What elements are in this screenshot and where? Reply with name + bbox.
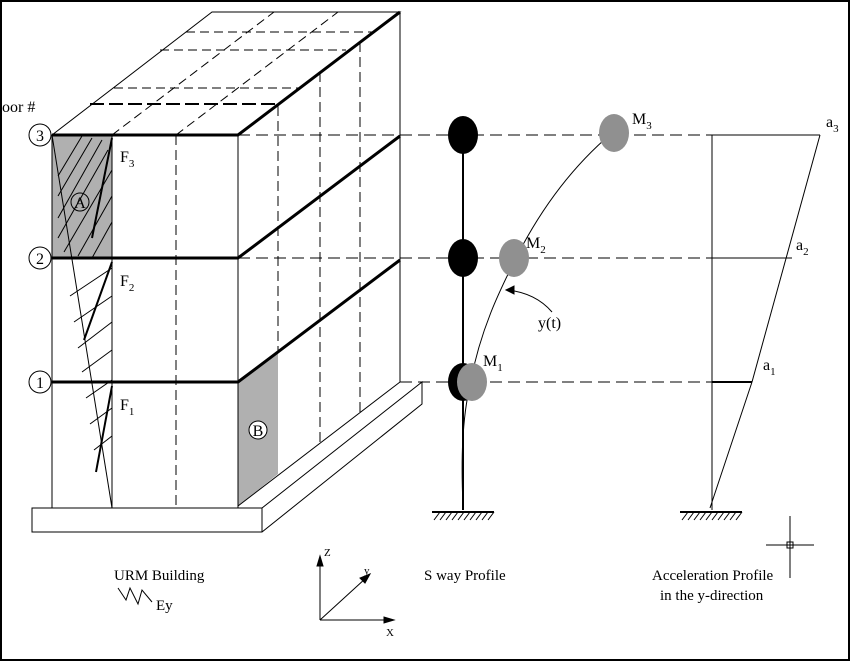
- sway-label: y(t): [538, 315, 561, 332]
- axis-label-z: Z: [324, 547, 331, 559]
- caption-sway-profile: S way Profile: [424, 568, 506, 584]
- urm-building: [31, 10, 423, 533]
- floor-number-2: 2: [36, 251, 44, 268]
- masses: [448, 114, 629, 401]
- mass-label-1: M1: [483, 353, 503, 374]
- caption-accel-line2: in the y-direction: [660, 588, 764, 604]
- wall-label-b: B: [253, 423, 264, 440]
- axis-label-x: X: [386, 627, 394, 639]
- force-label-2: F2: [120, 273, 134, 294]
- axis-label-y: y: [364, 565, 370, 577]
- sway-profile: [432, 130, 613, 521]
- roof: [50, 11, 402, 136]
- caption-excitation: Ey: [156, 598, 173, 614]
- floor-number-1: 1: [36, 375, 44, 392]
- mass-label-3: M3: [632, 111, 652, 132]
- acceleration-profile: [680, 134, 821, 578]
- wall-label-a: A: [74, 195, 86, 212]
- caption-urm-building: URM Building: [114, 568, 205, 584]
- accel-label-1: a1: [763, 357, 776, 378]
- floor-number-3: 3: [36, 128, 44, 145]
- accel-label-3: a3: [826, 114, 839, 135]
- mass-label-2: M2: [526, 235, 546, 256]
- sway-curve: [461, 132, 613, 507]
- coordinate-axes: [316, 554, 396, 624]
- floor-header: oor #: [2, 99, 35, 116]
- caption-accel-line1: Acceleration Profile: [652, 568, 774, 584]
- base-slab: [31, 380, 423, 533]
- accel-label-2: a2: [796, 237, 809, 258]
- force-arrows: [83, 137, 113, 473]
- earthquake-icon: [117, 586, 153, 606]
- force-label-3: F3: [120, 149, 135, 170]
- floor-markers: 3 2 1: [28, 123, 52, 394]
- force-label-1: F1: [120, 397, 134, 418]
